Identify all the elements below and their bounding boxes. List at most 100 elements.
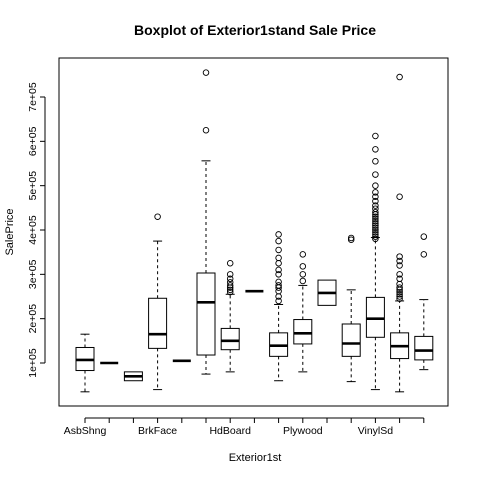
outlier-point [299, 263, 307, 270]
outlier-point [396, 275, 403, 283]
box-body [341, 323, 361, 357]
outlier-point [226, 279, 234, 286]
outlier-point [372, 205, 379, 212]
box-group [75, 69, 434, 393]
y-axis: 1e+05 2e+05 3e+05 4e+05 5e+05 6e+05 7e+05 [27, 82, 46, 378]
box-asbshng [75, 333, 95, 393]
outlier-point [372, 189, 379, 196]
outlier-point [372, 220, 379, 227]
chart-title: Boxplot of Exterior1stand Sale Price [134, 22, 376, 38]
y-tick-label: 1e+05 [27, 348, 39, 378]
box-body [220, 327, 240, 351]
outlier-point [347, 234, 355, 242]
outlier-point [396, 288, 403, 296]
box-wd-sdng [390, 73, 410, 393]
x-tick-label: BrkFace [138, 425, 177, 437]
outlier-point [372, 233, 379, 240]
outlier-point [372, 193, 379, 200]
outlier-point [299, 277, 307, 285]
outlier-point [275, 282, 282, 289]
outlier-point [275, 237, 282, 245]
outlier-point [396, 293, 403, 300]
box-body [293, 319, 313, 345]
outlier-point [396, 193, 403, 200]
outlier-point [226, 286, 234, 294]
box-body [414, 335, 434, 361]
outlier-point [202, 69, 210, 76]
outlier-point [275, 278, 282, 286]
outlier-point [154, 213, 161, 220]
outlier-point [226, 288, 234, 296]
outlier-point [396, 280, 403, 288]
outlier-point [372, 209, 379, 216]
outlier-point [226, 271, 234, 278]
plot-frame [58, 57, 449, 407]
box-stone [317, 279, 337, 306]
outlier-point [275, 266, 282, 274]
outlier-point [372, 197, 379, 205]
outlier-point [396, 284, 403, 291]
y-tick-label: 3e+05 [27, 259, 39, 289]
outlier-point [226, 282, 234, 289]
outlier-point [372, 222, 379, 229]
outlier-point [372, 202, 379, 209]
outlier-point [202, 126, 210, 134]
box-wdshing [414, 233, 434, 371]
outlier-point [396, 295, 403, 302]
outlier-point [347, 236, 355, 244]
outlier-point [226, 260, 234, 267]
box-metalsd [269, 231, 289, 382]
outlier-point [299, 251, 307, 258]
outlier-point [372, 213, 379, 220]
outlier-point [372, 132, 379, 140]
outlier-point [372, 146, 379, 153]
outlier-point [275, 246, 282, 254]
outlier-point [372, 158, 379, 165]
y-tick-label: 6e+05 [27, 126, 39, 156]
outlier-point [372, 217, 379, 225]
outlier-point [396, 291, 403, 298]
y-tick-label: 2e+05 [27, 304, 39, 334]
outlier-point [372, 231, 379, 238]
outlier-point [372, 182, 379, 189]
outlier-point [275, 271, 282, 278]
box-vinylsd [365, 132, 385, 391]
box-body [196, 272, 216, 356]
outlier-point [396, 253, 403, 260]
x-axis: AsbShng BrkFace HdBoard Plywood VinylSd [64, 417, 425, 437]
outlier-point [372, 224, 379, 232]
outlier-point [226, 275, 234, 283]
outlier-point [372, 215, 379, 223]
outlier-point [372, 235, 379, 243]
outlier-point [372, 171, 379, 178]
x-axis-label: Exterior1st [229, 452, 282, 464]
outlier-point [396, 271, 403, 278]
x-tick-label: AsbShng [64, 425, 107, 437]
outlier-point [420, 251, 428, 258]
x-tick-label: VinylSd [358, 425, 394, 437]
box-plywood [293, 251, 313, 373]
box-body [365, 296, 385, 338]
y-tick-label: 7e+05 [27, 82, 39, 112]
outlier-point [420, 233, 428, 240]
outlier-point [275, 231, 282, 238]
box-stucco [341, 234, 361, 383]
y-tick-label: 5e+05 [27, 171, 39, 201]
outlier-point [372, 226, 379, 234]
box-hdboard [220, 260, 240, 373]
outlier-point [396, 73, 403, 81]
outlier-point [372, 228, 379, 236]
outlier-point [299, 271, 307, 278]
box-brkcomm [123, 371, 143, 382]
outlier-point [275, 260, 282, 267]
y-tick-label: 4e+05 [27, 215, 39, 245]
outlier-point [275, 297, 282, 305]
outlier-point [275, 254, 282, 262]
outlier-point [396, 262, 403, 269]
box-body [148, 297, 168, 349]
x-tick-label: Plywood [283, 425, 323, 437]
box-brkface [148, 213, 168, 391]
x-tick-label: HdBoard [209, 425, 251, 437]
outlier-point [396, 257, 403, 265]
